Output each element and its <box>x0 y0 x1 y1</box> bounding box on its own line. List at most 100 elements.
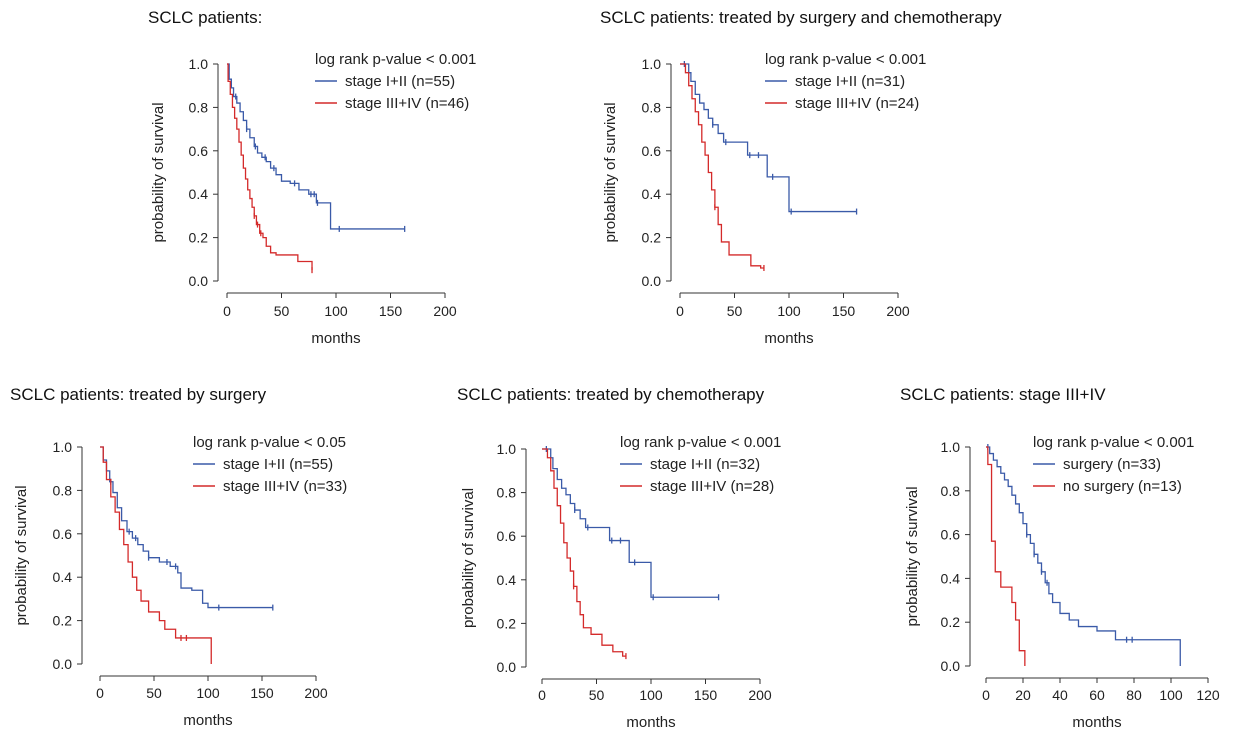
panel-title: SCLC patients: treated by surgery <box>10 385 267 404</box>
km-panel-all-patients: SCLC patients: 0.0 0.2 0.4 0.6 0.8 1.0 0 50 100 1… <box>0 0 620 360</box>
y-tick-label: 0.6 <box>53 526 73 542</box>
y-tick-label: 0.8 <box>53 482 73 498</box>
y-tick-label: 0.0 <box>941 658 961 674</box>
legend-label: stage I+II (n=55) <box>345 73 455 90</box>
series-line-b <box>986 446 1026 666</box>
legend-label: stage III+IV (n=46) <box>345 95 469 112</box>
y-tick-label: 0.4 <box>497 572 517 588</box>
x-axis-label: months <box>764 330 813 347</box>
x-tick-label: 0 <box>676 303 684 319</box>
x-tick-label: 50 <box>274 303 290 319</box>
y-tick-label: 1.0 <box>53 439 73 455</box>
x-tick-label: 200 <box>748 687 772 703</box>
x-tick-label: 120 <box>1196 687 1220 703</box>
y-tick-label: 0.0 <box>642 273 662 289</box>
x-tick-label: 100 <box>324 303 348 319</box>
y-tick-label: 0.8 <box>497 485 517 501</box>
pvalue-label: log rank p-value < 0.001 <box>765 51 926 68</box>
x-tick-label: 150 <box>832 303 856 319</box>
y-tick-label: 0.4 <box>642 186 662 202</box>
km-panel-stage-iii-iv: SCLC patients: stage III+IV 0.0 0.2 0.4 0.6… <box>0 360 1238 732</box>
series-line-a <box>542 448 719 598</box>
legend-label: stage I+II (n=55) <box>223 456 333 473</box>
legend-label: no surgery (n=13) <box>1063 478 1182 495</box>
km-plot: 0.0 0.2 0.4 0.6 0.8 1.0 0 50 100 150 200 months prob… <box>460 434 781 731</box>
series-line-b <box>227 63 313 271</box>
pvalue-label: log rank p-value < 0.001 <box>1033 434 1194 451</box>
legend-label: surgery (n=33) <box>1063 456 1161 473</box>
y-tick-label: 0.4 <box>53 569 73 585</box>
x-axis-label: months <box>311 330 360 347</box>
y-tick-label: 0.2 <box>189 230 209 246</box>
series-line-a <box>680 63 857 213</box>
x-axis-label: months <box>183 712 232 729</box>
x-tick-label: 200 <box>304 685 328 701</box>
y-tick-label: 0.8 <box>941 483 961 499</box>
series-line-a <box>227 63 405 230</box>
y-tick-label: 0.4 <box>189 186 209 202</box>
legend-label: stage III+IV (n=28) <box>650 478 774 495</box>
y-tick-label: 0.0 <box>53 656 73 672</box>
panel-title: SCLC patients: <box>148 8 263 27</box>
x-axis-label: months <box>626 714 675 731</box>
panel-title: SCLC patients: stage III+IV <box>900 385 1106 404</box>
x-tick-label: 150 <box>250 685 274 701</box>
km-panel-surgery-chemo: SCLC patients: treated by surgery and ch… <box>0 0 1238 360</box>
x-tick-label: 100 <box>777 303 801 319</box>
y-tick-label: 0.4 <box>941 570 961 586</box>
y-tick-label: 0.2 <box>941 614 961 630</box>
y-tick-label: 0.6 <box>497 528 517 544</box>
y-tick-label: 0.6 <box>642 143 662 159</box>
series-line-b <box>100 446 212 664</box>
x-tick-label: 50 <box>727 303 743 319</box>
x-tick-label: 200 <box>886 303 910 319</box>
x-tick-label: 0 <box>223 303 231 319</box>
y-tick-label: 0.0 <box>497 659 517 675</box>
y-axis-label: probability of survival <box>460 488 477 628</box>
x-tick-label: 40 <box>1052 687 1068 703</box>
y-tick-label: 0.0 <box>189 273 209 289</box>
x-tick-label: 60 <box>1089 687 1105 703</box>
x-tick-label: 50 <box>589 687 605 703</box>
x-tick-label: 20 <box>1015 687 1031 703</box>
legend-label: stage III+IV (n=24) <box>795 95 919 112</box>
y-axis-label: probability of survival <box>13 485 30 625</box>
x-tick-label: 0 <box>982 687 990 703</box>
legend-label: stage I+II (n=32) <box>650 456 760 473</box>
y-tick-label: 1.0 <box>941 439 961 455</box>
x-tick-label: 80 <box>1126 687 1142 703</box>
x-tick-label: 150 <box>379 303 403 319</box>
y-tick-label: 1.0 <box>642 56 662 72</box>
x-tick-label: 150 <box>694 687 718 703</box>
x-tick-label: 100 <box>196 685 220 701</box>
x-tick-label: 50 <box>146 685 162 701</box>
km-plot: 0.0 0.2 0.4 0.6 0.8 1.0 0 50 100 150 200 months prob… <box>150 51 476 347</box>
km-plot: 0.0 0.2 0.4 0.6 0.8 1.0 0 20 40 60 80 100 120 months p… <box>904 434 1220 731</box>
y-axis-label: probability of survival <box>904 486 921 626</box>
y-tick-label: 0.6 <box>189 143 209 159</box>
legend-label: stage III+IV (n=33) <box>223 478 347 495</box>
y-tick-label: 0.2 <box>642 230 662 246</box>
y-axis-label: probability of survival <box>602 102 619 242</box>
pvalue-label: log rank p-value < 0.05 <box>193 434 346 451</box>
x-axis-label: months <box>1072 714 1121 731</box>
km-panel-surgery: SCLC patients: treated by surgery 0.0 0.2… <box>0 360 420 732</box>
y-tick-label: 0.2 <box>53 613 73 629</box>
panel-title: SCLC patients: treated by surgery and ch… <box>600 8 1002 27</box>
y-tick-label: 1.0 <box>189 56 209 72</box>
y-tick-label: 0.8 <box>642 99 662 115</box>
pvalue-label: log rank p-value < 0.001 <box>315 51 476 68</box>
km-plot: 0.0 0.2 0.4 0.6 0.8 1.0 0 50 100 150 200 months prob… <box>602 51 926 347</box>
pvalue-label: log rank p-value < 0.001 <box>620 434 781 451</box>
x-tick-label: 100 <box>639 687 663 703</box>
panel-title: SCLC patients: treated by chemotherapy <box>457 385 765 404</box>
km-panel-chemotherapy: SCLC patients: treated by chemotherapy 0… <box>0 360 880 732</box>
y-tick-label: 0.2 <box>497 615 517 631</box>
legend-label: stage I+II (n=31) <box>795 73 905 90</box>
x-tick-label: 0 <box>538 687 546 703</box>
y-axis-label: probability of survival <box>150 102 167 242</box>
y-tick-label: 0.6 <box>941 527 961 543</box>
x-tick-label: 100 <box>1159 687 1183 703</box>
km-plot: 0.0 0.2 0.4 0.6 0.8 1.0 0 50 100 150 200 months prob… <box>13 434 347 729</box>
x-tick-label: 200 <box>433 303 457 319</box>
